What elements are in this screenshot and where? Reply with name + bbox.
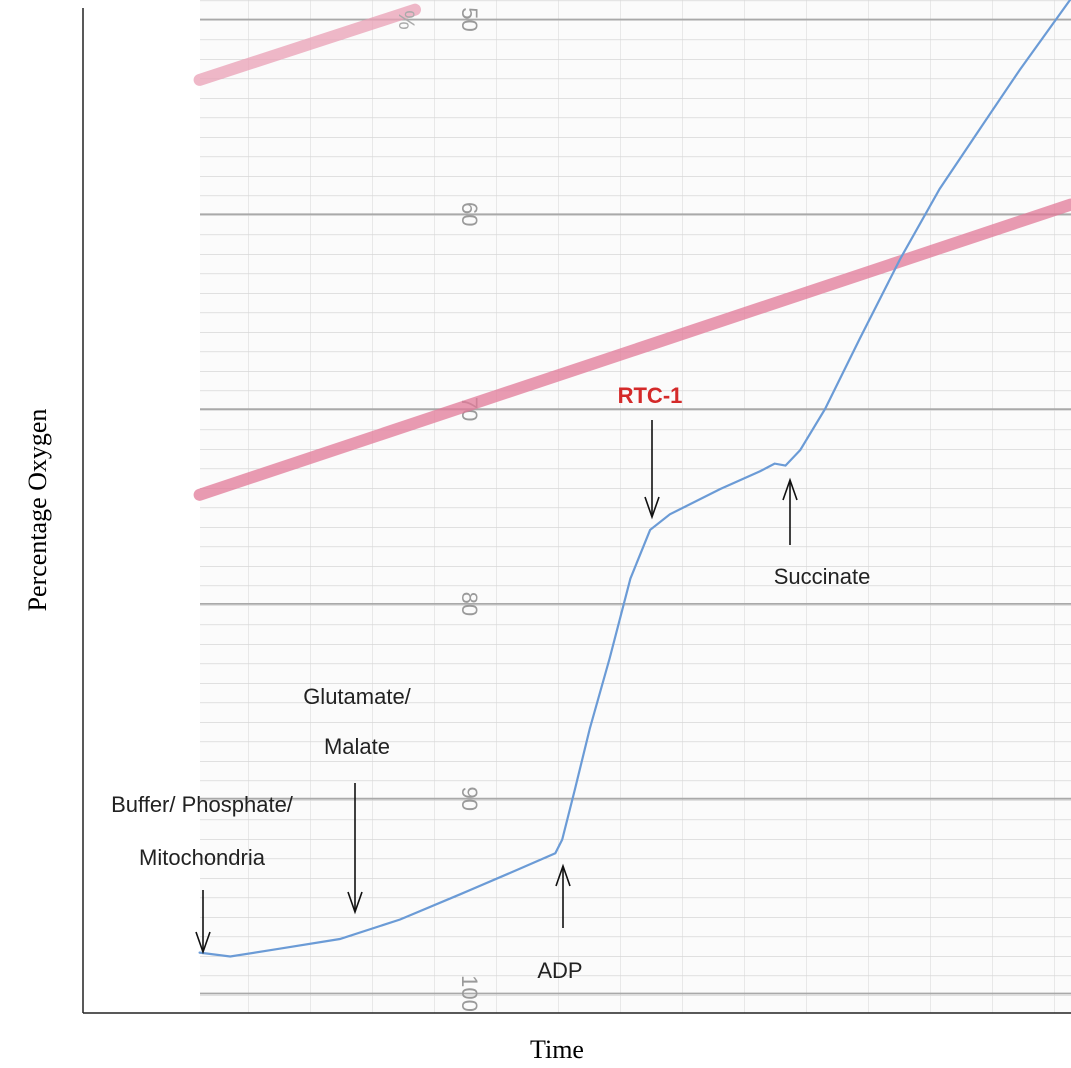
unit-label: % <box>394 10 419 30</box>
y-tick-label: 50 <box>457 7 482 31</box>
y-tick-label: 60 <box>457 202 482 226</box>
chart: 5060708090100 Percentage Oxygen Time % B… <box>0 0 1071 1068</box>
y-tick-label: 100 <box>457 975 482 1012</box>
annotation: Malate <box>324 734 390 759</box>
y-axis-title: Percentage Oxygen <box>23 409 52 612</box>
chart-paper <box>200 0 1071 1013</box>
x-axis-title: Time <box>530 1035 584 1064</box>
annotation: Buffer/ Phosphate/ <box>111 792 294 817</box>
annotation: RTC-1 <box>618 383 683 408</box>
annotation: Succinate <box>774 564 871 589</box>
y-tick-label: 90 <box>457 786 482 810</box>
annotation: Mitochondria <box>139 845 266 870</box>
annotation: ADP <box>537 958 582 983</box>
y-tick-label: 80 <box>457 592 482 616</box>
annotation: Glutamate/ <box>303 684 411 709</box>
